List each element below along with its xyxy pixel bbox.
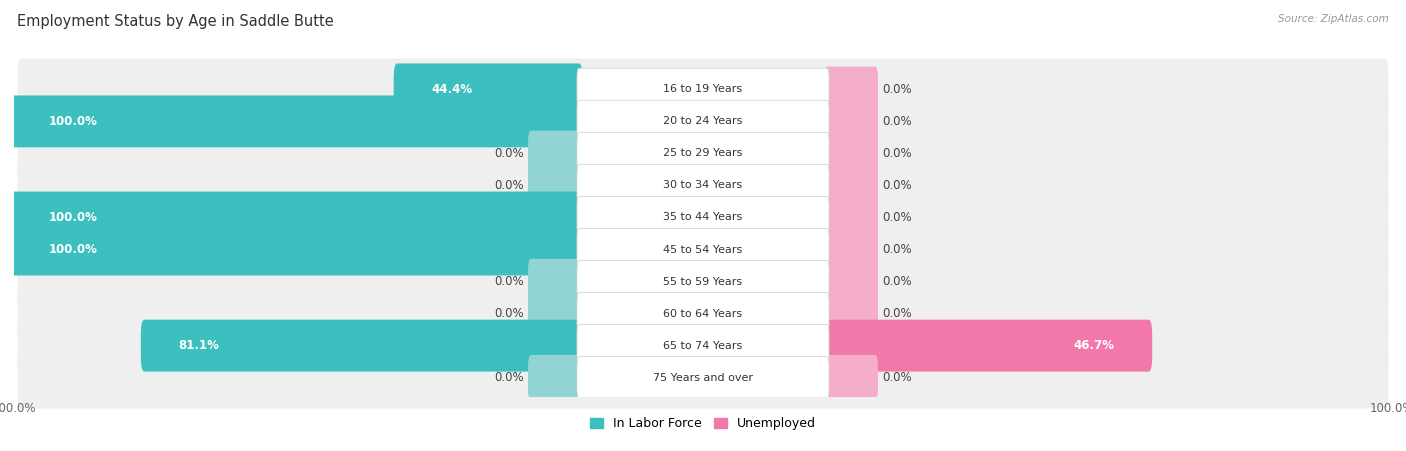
Text: 75 Years and over: 75 Years and over	[652, 373, 754, 382]
Text: 30 to 34 Years: 30 to 34 Years	[664, 180, 742, 190]
FancyBboxPatch shape	[824, 320, 1152, 372]
FancyBboxPatch shape	[576, 100, 830, 143]
FancyBboxPatch shape	[576, 260, 830, 303]
FancyBboxPatch shape	[17, 59, 1389, 120]
FancyBboxPatch shape	[394, 64, 582, 115]
Text: 0.0%: 0.0%	[882, 147, 911, 160]
FancyBboxPatch shape	[17, 283, 1389, 345]
Text: 0.0%: 0.0%	[882, 211, 911, 224]
Text: 65 to 74 Years: 65 to 74 Years	[664, 341, 742, 350]
FancyBboxPatch shape	[11, 96, 582, 147]
Text: 0.0%: 0.0%	[882, 275, 911, 288]
FancyBboxPatch shape	[529, 163, 582, 208]
FancyBboxPatch shape	[576, 357, 830, 399]
Legend: In Labor Force, Unemployed: In Labor Force, Unemployed	[585, 412, 821, 435]
FancyBboxPatch shape	[576, 324, 830, 367]
Text: Source: ZipAtlas.com: Source: ZipAtlas.com	[1278, 14, 1389, 23]
FancyBboxPatch shape	[529, 131, 582, 176]
Text: 55 to 59 Years: 55 to 59 Years	[664, 276, 742, 286]
FancyBboxPatch shape	[17, 187, 1389, 248]
FancyBboxPatch shape	[11, 224, 582, 276]
Text: 0.0%: 0.0%	[495, 275, 524, 288]
FancyBboxPatch shape	[576, 164, 830, 207]
Text: 0.0%: 0.0%	[882, 371, 911, 384]
FancyBboxPatch shape	[17, 91, 1389, 152]
Text: 0.0%: 0.0%	[495, 179, 524, 192]
Text: 44.4%: 44.4%	[432, 83, 472, 96]
FancyBboxPatch shape	[11, 192, 582, 244]
Text: 25 to 29 Years: 25 to 29 Years	[664, 148, 742, 158]
FancyBboxPatch shape	[17, 251, 1389, 312]
FancyBboxPatch shape	[17, 315, 1389, 377]
Text: 35 to 44 Years: 35 to 44 Years	[664, 212, 742, 222]
Text: 0.0%: 0.0%	[882, 115, 911, 128]
FancyBboxPatch shape	[17, 347, 1389, 409]
Text: 46.7%: 46.7%	[1073, 339, 1115, 352]
FancyBboxPatch shape	[824, 195, 877, 240]
Text: 0.0%: 0.0%	[882, 179, 911, 192]
Text: 0.0%: 0.0%	[495, 307, 524, 320]
FancyBboxPatch shape	[576, 196, 830, 239]
FancyBboxPatch shape	[824, 67, 877, 112]
Text: 0.0%: 0.0%	[882, 83, 911, 96]
Text: 100.0%: 100.0%	[48, 211, 97, 224]
Text: 0.0%: 0.0%	[882, 307, 911, 320]
Text: 81.1%: 81.1%	[179, 339, 219, 352]
FancyBboxPatch shape	[576, 68, 830, 110]
Text: 100.0%: 100.0%	[48, 115, 97, 128]
FancyBboxPatch shape	[824, 355, 877, 400]
FancyBboxPatch shape	[529, 259, 582, 304]
FancyBboxPatch shape	[576, 292, 830, 335]
FancyBboxPatch shape	[141, 320, 582, 372]
Text: 0.0%: 0.0%	[495, 147, 524, 160]
FancyBboxPatch shape	[824, 131, 877, 176]
FancyBboxPatch shape	[824, 99, 877, 144]
Text: 0.0%: 0.0%	[495, 371, 524, 384]
FancyBboxPatch shape	[17, 155, 1389, 216]
FancyBboxPatch shape	[529, 355, 582, 400]
Text: 60 to 64 Years: 60 to 64 Years	[664, 308, 742, 318]
Text: 100.0%: 100.0%	[48, 243, 97, 256]
FancyBboxPatch shape	[17, 123, 1389, 184]
Text: 16 to 19 Years: 16 to 19 Years	[664, 84, 742, 94]
FancyBboxPatch shape	[576, 228, 830, 271]
Text: Employment Status by Age in Saddle Butte: Employment Status by Age in Saddle Butte	[17, 14, 333, 28]
Text: 20 to 24 Years: 20 to 24 Years	[664, 116, 742, 126]
FancyBboxPatch shape	[529, 291, 582, 336]
FancyBboxPatch shape	[17, 219, 1389, 280]
FancyBboxPatch shape	[824, 227, 877, 272]
FancyBboxPatch shape	[824, 163, 877, 208]
FancyBboxPatch shape	[824, 291, 877, 336]
Text: 0.0%: 0.0%	[882, 243, 911, 256]
FancyBboxPatch shape	[824, 259, 877, 304]
Text: 45 to 54 Years: 45 to 54 Years	[664, 244, 742, 254]
FancyBboxPatch shape	[576, 132, 830, 175]
